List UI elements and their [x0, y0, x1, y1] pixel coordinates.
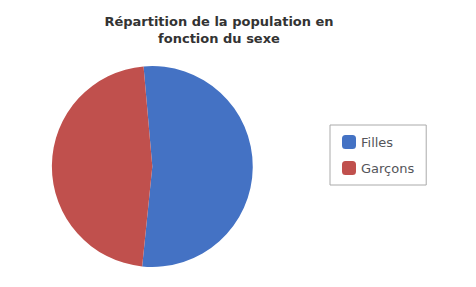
svg-text:fonction du sexe: fonction du sexe — [158, 31, 280, 46]
svg-text:Filles: Filles — [361, 135, 393, 150]
svg-text:Répartition de la population e: Répartition de la population en — [104, 14, 333, 29]
svg-text:Garçons: Garçons — [361, 161, 414, 176]
